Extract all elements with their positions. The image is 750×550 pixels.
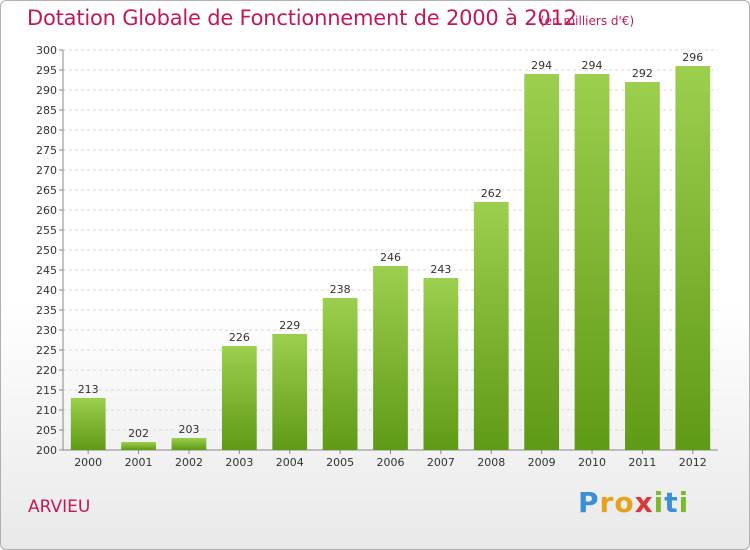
logo-letter: t	[664, 486, 679, 519]
bar-2004	[272, 334, 308, 450]
value-label-2011: 292	[632, 67, 653, 80]
y-tick-label: 210	[36, 404, 57, 417]
labels: 200 205 210 215 220 225 230 235 240 245 250 255 260 2…	[36, 44, 707, 469]
value-label-2005: 238	[330, 283, 351, 296]
proxiti-logo[interactable]: Proxiti	[578, 486, 689, 519]
bar-2011	[625, 82, 660, 450]
bar-2005	[322, 298, 358, 450]
x-tick-label: 2008	[477, 456, 505, 469]
x-tick-label: 2007	[427, 456, 455, 469]
x-tick-label: 2011	[628, 456, 656, 469]
value-label-2003: 226	[229, 331, 250, 344]
x-tick-label: 2005	[326, 456, 354, 469]
y-tick-label: 235	[36, 304, 57, 317]
bar-2001	[121, 442, 156, 450]
y-tick-label: 230	[36, 324, 57, 337]
y-tick-label: 265	[36, 184, 57, 197]
y-tick-label: 275	[36, 144, 57, 157]
y-tick-label: 245	[36, 264, 57, 277]
grid-lines	[63, 49, 718, 451]
bar-2000	[70, 398, 106, 450]
bar-2008	[473, 202, 509, 450]
y-tick-label: 295	[36, 64, 57, 77]
x-tick-label: 2012	[679, 456, 707, 469]
x-tick-label: 2002	[175, 456, 203, 469]
chart-title: Dotation Globale de Fonctionnement de 20…	[27, 6, 577, 30]
logo-letter: o	[614, 486, 635, 519]
value-label-2010: 294	[582, 59, 603, 72]
value-label-2000: 213	[78, 383, 99, 396]
logo-letter: x	[634, 486, 654, 519]
x-tick-label: 2009	[528, 456, 556, 469]
logo-letter: i	[678, 486, 690, 519]
value-label-2002: 203	[178, 423, 199, 436]
place-name: ARVIEU	[28, 497, 91, 517]
value-label-2012: 296	[682, 51, 703, 64]
y-tick-label: 200	[36, 444, 57, 457]
y-tick-label: 270	[36, 164, 57, 177]
value-label-2006: 246	[380, 251, 401, 264]
y-tick-label: 220	[36, 364, 57, 377]
bar-2006	[373, 266, 408, 450]
y-tick-label: 290	[36, 84, 57, 97]
y-tick-label: 250	[36, 244, 57, 257]
x-tick-label: 2000	[74, 456, 102, 469]
y-tick-label: 205	[36, 424, 57, 437]
x-tick-label: 2004	[276, 456, 304, 469]
logo-letter: P	[578, 486, 600, 519]
y-tick-label: 215	[36, 384, 57, 397]
x-tick-label: 2003	[225, 456, 253, 469]
bar-2012	[675, 66, 711, 450]
value-label-2009: 294	[531, 59, 552, 72]
bars	[70, 66, 711, 450]
chart-subtitle: (en milliers d'€)	[540, 14, 635, 28]
x-tick-label: 2006	[377, 456, 405, 469]
bar-2007	[423, 278, 459, 450]
bar-2002	[171, 438, 207, 450]
y-tick-label: 255	[36, 224, 57, 237]
value-label-2007: 243	[430, 263, 451, 276]
logo-letter: r	[599, 486, 615, 519]
x-tick-label: 2001	[125, 456, 153, 469]
y-tick-label: 240	[36, 284, 57, 297]
bar-2009	[524, 74, 560, 450]
y-tick-label: 285	[36, 104, 57, 117]
y-tick-label: 225	[36, 344, 57, 357]
value-label-2001: 202	[128, 427, 149, 440]
logo-letter: i	[653, 486, 665, 519]
value-label-2008: 262	[481, 187, 502, 200]
bar-2010	[574, 74, 610, 450]
y-tick-label: 280	[36, 124, 57, 137]
y-tick-label: 300	[36, 44, 57, 57]
value-label-2004: 229	[279, 319, 300, 332]
x-tick-label: 2010	[578, 456, 606, 469]
bar-2003	[221, 346, 257, 450]
y-tick-label: 260	[36, 204, 57, 217]
